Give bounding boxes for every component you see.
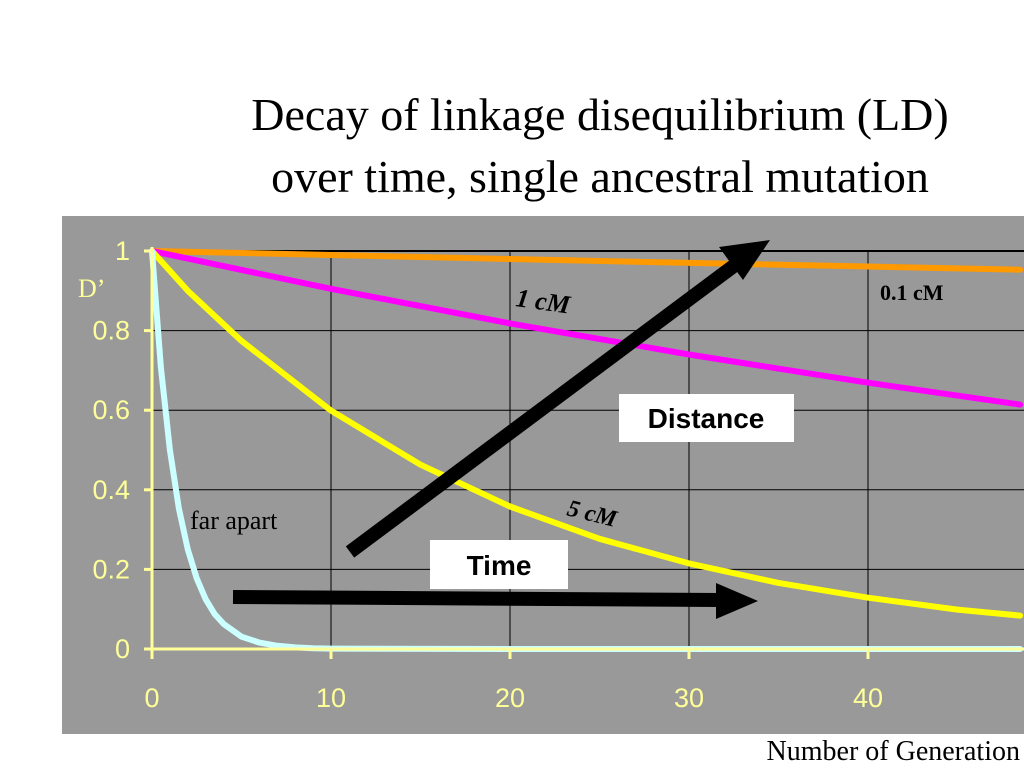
y-tick-label-0.8: 0.8 [92,316,130,346]
series-line-1-cM [149,248,1024,408]
series-line-0.1-cM [149,248,1024,273]
y-axis-label: D’ [78,274,105,303]
x-tick-label-40: 40 [853,683,883,713]
x-axis-label: Number of Generation [767,736,1020,767]
y-tick-label-1: 1 [115,236,130,266]
time-label: Time [467,550,532,581]
y-tick-label-0.6: 0.6 [92,395,130,425]
y-tick-label-0.2: 0.2 [92,554,130,584]
y-tick-label-0.4: 0.4 [92,475,130,505]
grid-lines [152,250,1024,649]
distance-label-box [619,394,794,442]
time-arrow [232,583,758,619]
y-tick-label-0: 0 [115,634,130,664]
x-tick-label-0: 0 [144,683,159,713]
axes: 00.20.40.60.810 10 20 30 40 [92,236,1024,713]
title-line-1: Decay of linkage disequilibrium (LD) [251,89,949,140]
title-line-2: over time, single ancestral mutation [271,151,929,202]
series-label-far-apart: far apart [190,506,278,535]
time-label-box [430,540,568,589]
series-line-5-cM [149,248,1024,619]
series-label-0.1cm: 0.1 cM [880,280,944,305]
slide-title: Decay of linkage disequilibrium (LD) ove… [100,84,1024,208]
distance-label: Distance [648,403,765,434]
x-tick-label-10: 10 [316,683,346,713]
distance-arrow [345,240,770,558]
x-tick-label-30: 30 [674,683,704,713]
x-tick-label-20: 20 [495,683,525,713]
